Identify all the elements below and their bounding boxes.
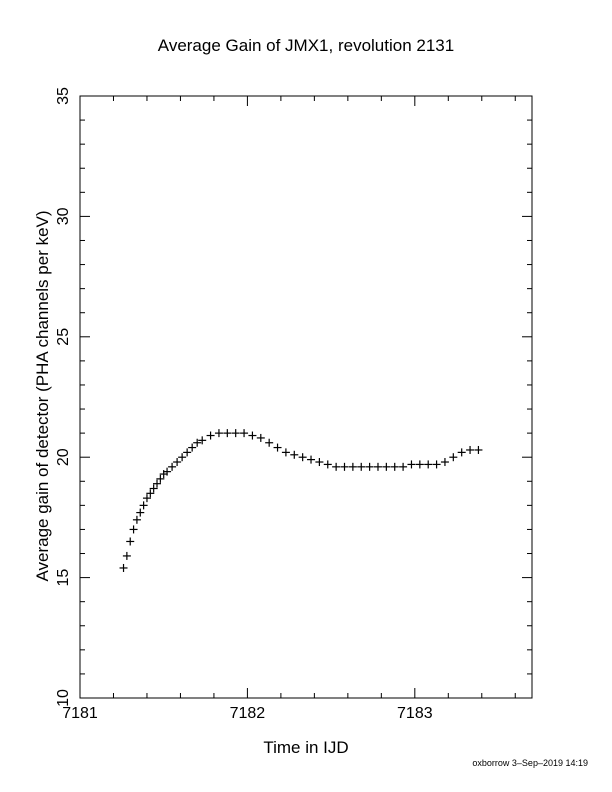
- chart-title: Average Gain of JMX1, revolution 2131: [157, 36, 455, 55]
- data-point: [163, 467, 172, 476]
- data-point: [156, 474, 165, 483]
- axis-ticks: [79, 95, 532, 699]
- tick-labels: 10 15 20 25 30 35 7181 7182 7183: [55, 87, 433, 722]
- data-point: [323, 460, 332, 469]
- data-point: [183, 448, 192, 457]
- data-point: [332, 462, 341, 471]
- data-point: [178, 453, 187, 462]
- data-point: [126, 537, 135, 546]
- data-point: [273, 443, 282, 452]
- data-point: [407, 460, 416, 469]
- data-point: [373, 462, 382, 471]
- footer-credit: oxborrow 3–Sep–2019 14:19: [472, 758, 588, 768]
- data-point: [136, 508, 145, 517]
- x-tick-label: 7181: [62, 705, 98, 722]
- y-tick-label: 20: [55, 448, 72, 466]
- data-point: [188, 443, 197, 452]
- data-point: [214, 429, 223, 438]
- data-point: [315, 458, 324, 467]
- data-point: [432, 460, 441, 469]
- data-point: [240, 429, 249, 438]
- x-tick-label: 7182: [230, 705, 266, 722]
- data-point: [457, 448, 466, 457]
- data-point: [231, 429, 240, 438]
- y-tick-label: 15: [55, 569, 72, 587]
- data-point: [122, 551, 131, 560]
- data-point: [129, 525, 138, 534]
- data-point: [424, 460, 433, 469]
- data-point: [146, 489, 155, 498]
- plot-frame: [79, 95, 533, 699]
- data-point: [399, 462, 408, 471]
- data-point: [390, 462, 399, 471]
- data-point: [256, 433, 265, 442]
- data-point: [139, 501, 148, 510]
- data-point: [173, 458, 182, 467]
- data-points: [119, 429, 483, 572]
- data-point: [348, 462, 357, 471]
- data-point: [223, 429, 232, 438]
- x-axis-label: Time in IJD: [263, 738, 349, 757]
- data-point: [340, 462, 349, 471]
- data-point: [193, 438, 202, 447]
- data-point: [382, 462, 391, 471]
- y-tick-label: 25: [55, 328, 72, 346]
- data-point: [198, 436, 207, 445]
- data-point: [365, 462, 374, 471]
- y-tick-label: 10: [55, 689, 72, 707]
- data-point: [168, 462, 177, 471]
- data-point: [142, 494, 151, 503]
- data-point: [307, 455, 316, 464]
- data-point: [440, 458, 449, 467]
- data-point: [415, 460, 424, 469]
- data-point: [153, 479, 162, 488]
- data-point: [466, 445, 475, 454]
- data-point: [119, 563, 128, 572]
- data-point: [149, 484, 158, 493]
- data-point: [474, 445, 483, 454]
- data-point: [132, 515, 141, 524]
- x-tick-label: 7183: [397, 705, 433, 722]
- y-tick-label: 35: [55, 87, 72, 105]
- y-tick-label: 30: [55, 207, 72, 225]
- data-point: [281, 448, 290, 457]
- data-point: [298, 453, 307, 462]
- data-point: [449, 453, 458, 462]
- data-point: [265, 438, 274, 447]
- data-point: [357, 462, 366, 471]
- data-point: [206, 431, 215, 440]
- data-point: [290, 450, 299, 459]
- data-point: [248, 431, 257, 440]
